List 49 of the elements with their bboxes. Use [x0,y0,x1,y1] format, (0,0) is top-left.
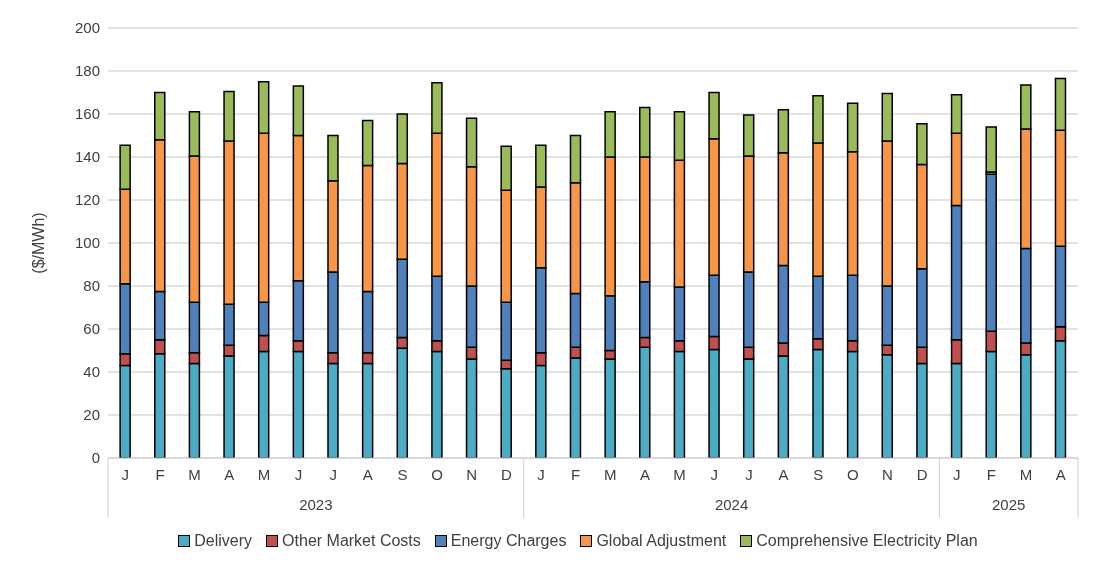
y-tick-label: 20 [83,406,100,424]
y-tick-label: 180 [74,62,100,80]
x-tick-label: F [155,466,165,483]
x-tick-label: A [778,466,789,483]
text: 2024 [714,496,749,513]
x-tick-label: D [916,466,928,483]
x-tick-label: J [953,466,961,483]
x-tick-label: A [224,466,235,483]
y-tick-label: 40 [83,363,100,381]
bar [985,126,997,173]
y-tick-label: 120 [74,191,100,209]
x-tick-label: J [710,466,718,483]
x-tick-label: M [188,466,201,483]
x-tick-label: M [604,466,617,483]
y-tick-label: 100 [74,234,100,252]
y-tick-label: 200 [74,19,100,37]
x-tick-label: J [745,466,753,483]
x-tick-label: A [1055,466,1066,483]
x-tick-label: J [121,466,130,483]
legend-label: Comprehensive Electricity Plan [756,532,978,550]
x-tick-label: A [639,466,650,483]
y-tick-label: 140 [74,148,100,166]
text: 2023 [299,496,333,513]
x-tick-label: S [813,466,824,483]
y-tick-label: 160 [74,105,100,123]
legend-label: Delivery [194,532,253,550]
x-tick-label: F [571,466,581,483]
y-tick-label: 80 [83,277,100,295]
x-tick-label: J [329,466,337,483]
legend-label: Other Market Costs [282,532,421,550]
x-tick-label: N [466,466,478,483]
x-tick-label: M [1019,466,1033,483]
text: 2025 [992,496,1026,513]
x-tick-label: S [397,466,408,483]
x-tick-label: O [431,466,443,483]
x-tick-label: M [673,466,686,483]
legend-label: Energy Charges [450,532,567,550]
y-tick-label: 0 [91,449,100,467]
y-axis-title: ($/MWh) [29,212,47,274]
x-tick-label: J [537,466,545,483]
x-tick-label: N [882,466,893,483]
x-tick-label: O [846,466,859,483]
x-tick-label: F [986,466,996,483]
x-tick-label: M [257,466,271,483]
x-tick-label: A [362,466,373,483]
legend-label: Global Adjustment [596,532,727,550]
y-tick-label: 60 [83,320,100,338]
x-tick-label: J [294,466,303,483]
x-tick-label: D [500,466,512,483]
